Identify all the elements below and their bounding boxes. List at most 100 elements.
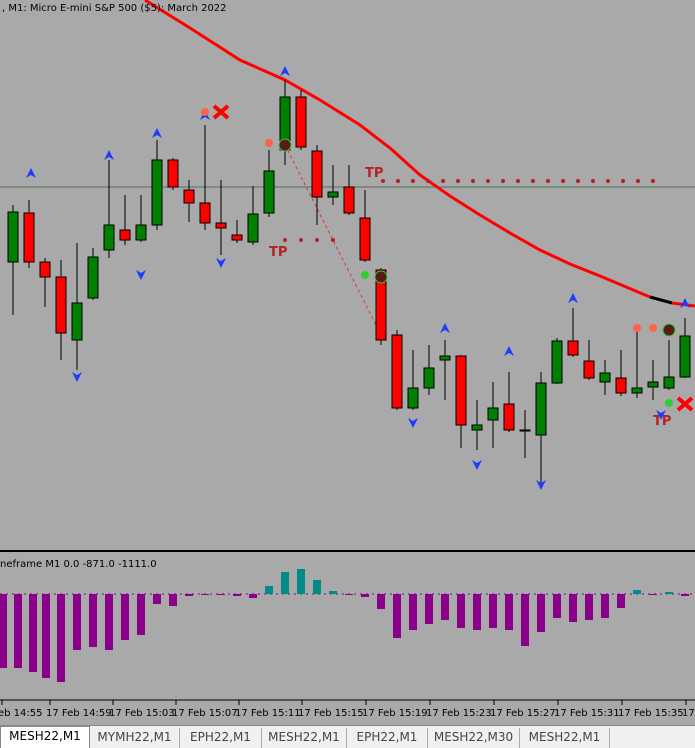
candle-body [663, 376, 675, 389]
tp-dot [651, 179, 655, 183]
candle-body [295, 96, 307, 148]
candle-body [215, 222, 227, 229]
entry-dot [633, 324, 641, 332]
histogram-bar [265, 586, 273, 594]
tp-label: TP [365, 166, 383, 181]
histogram-bar [233, 594, 241, 596]
histogram-bar [89, 594, 97, 647]
candle-body [455, 355, 467, 426]
histogram-bar [457, 594, 465, 628]
moving-average [144, 0, 651, 299]
histogram-bar [617, 594, 625, 608]
candle-body [183, 189, 195, 204]
histogram-bar [473, 594, 481, 630]
candle-body [359, 217, 371, 261]
symbol-tab[interactable]: EPH22,M1 [347, 728, 428, 748]
histogram-bar [137, 594, 145, 635]
tp-dot [516, 179, 520, 183]
time-label: 17 Feb 15:03 [109, 708, 175, 719]
histogram-bar [14, 594, 22, 668]
tp-dot [591, 179, 595, 183]
time-label: 17 Feb 15:19 [362, 708, 428, 719]
histogram-bar [297, 569, 305, 594]
histogram-bar [361, 594, 369, 597]
entry-dot [649, 324, 657, 332]
time-label: 17 Feb 15:31 [554, 708, 620, 719]
candle-body [647, 381, 659, 388]
signal-arrow-up [26, 168, 36, 178]
tp-dot [315, 238, 319, 242]
candle-body [311, 150, 323, 198]
histogram-bar [105, 594, 113, 650]
histogram-bar [249, 594, 257, 598]
candle-body [615, 377, 627, 394]
histogram-bar [281, 572, 289, 594]
histogram-bar [185, 594, 193, 596]
symbol-tab[interactable]: MESH22,M1 [520, 728, 610, 748]
symbol-tab[interactable]: MESH22,M1 [0, 726, 90, 748]
candle-body [87, 256, 99, 299]
entry-dot [361, 271, 369, 279]
tp-dot [381, 179, 385, 183]
histogram-bar [633, 590, 641, 594]
entry-dot [201, 108, 209, 116]
tp-dot [576, 179, 580, 183]
tp-dot [606, 179, 610, 183]
symbol-tab[interactable]: MESH22,M30 [428, 728, 520, 748]
tp-dot [396, 179, 400, 183]
indicator-label: neframe M1 0.0 -871.0 -1111.0 [0, 559, 157, 570]
candle-body [551, 340, 563, 384]
close-cross [676, 396, 694, 412]
candle-body [23, 212, 35, 263]
tp-dot [486, 179, 490, 183]
histogram-bar [521, 594, 529, 646]
candle-body [247, 213, 259, 243]
histogram-bar [29, 594, 37, 672]
histogram-bar [409, 594, 417, 630]
candle-body [327, 191, 339, 198]
candle-body [375, 269, 387, 341]
histogram-bar [601, 594, 609, 618]
signal-arrow-down [656, 410, 666, 420]
time-label: 17 Feb 15:23 [426, 708, 492, 719]
signal-arrow-up [504, 346, 514, 356]
entry-dot [665, 399, 673, 407]
histogram-bar [537, 594, 545, 632]
histogram-bar [441, 594, 449, 620]
candle-body [503, 403, 515, 431]
candle-body [487, 407, 499, 421]
histogram-bar [313, 580, 321, 594]
signal-arrow-down [536, 480, 546, 490]
tp-dot [299, 238, 303, 242]
symbol-tab[interactable]: MYMH22,M1 [90, 728, 180, 748]
chart-title: , M1: Micro E-mini S&P 500 ($5): March 2… [2, 3, 227, 14]
tp-dot [471, 179, 475, 183]
histogram-bar [569, 594, 577, 622]
histogram-bar [42, 594, 50, 678]
candle-body [679, 335, 691, 378]
signal-arrow-up [280, 66, 290, 76]
candle-body [439, 355, 451, 361]
signal-arrow-down [72, 372, 82, 382]
histogram-bar [489, 594, 497, 628]
candle-body [343, 186, 355, 214]
histogram-bar [425, 594, 433, 624]
candle-body [391, 334, 403, 409]
chart-window: , M1: Micro E-mini S&P 500 ($5): March 2… [0, 0, 695, 719]
tp-dot [456, 179, 460, 183]
time-label: 17 [682, 708, 695, 719]
candle-body [471, 424, 483, 431]
symbol-tab[interactable]: MESH22,M1 [262, 728, 347, 748]
signal-arrow-up [680, 298, 690, 308]
signal-arrow-down [136, 270, 146, 280]
candle-body [535, 382, 547, 436]
entry-marker [278, 138, 292, 152]
tp-dot [441, 179, 445, 183]
symbol-tab[interactable]: EPH22,M1 [180, 728, 262, 748]
histogram-bar [121, 594, 129, 640]
tp-dot [411, 179, 415, 183]
signal-arrow-up [568, 293, 578, 303]
histogram-bar [57, 594, 65, 682]
candle-body [199, 202, 211, 224]
